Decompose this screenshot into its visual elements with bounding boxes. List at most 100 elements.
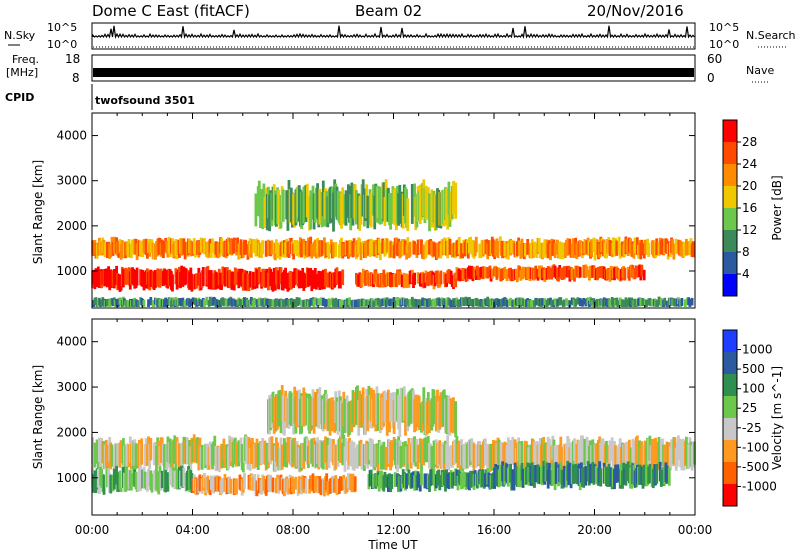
data-cell bbox=[650, 299, 654, 307]
beam-title: Beam 02 bbox=[355, 2, 422, 20]
data-cell bbox=[189, 298, 193, 307]
data-cell bbox=[365, 299, 369, 307]
data-cell bbox=[534, 265, 538, 279]
velocity-data-cells bbox=[91, 385, 696, 497]
data-cell bbox=[510, 240, 514, 254]
colorbar-segment bbox=[723, 274, 737, 296]
data-cell bbox=[271, 299, 275, 307]
data-cell bbox=[640, 264, 644, 277]
data-cell bbox=[484, 438, 487, 466]
data-cell bbox=[393, 392, 397, 423]
data-cell bbox=[313, 475, 317, 493]
data-cell bbox=[548, 462, 551, 485]
power-x-ticks bbox=[91, 113, 696, 308]
data-cell bbox=[281, 189, 285, 222]
data-cell bbox=[159, 268, 163, 286]
data-cell bbox=[228, 269, 231, 289]
data-cell bbox=[335, 299, 339, 307]
data-cell bbox=[693, 441, 696, 465]
data-cell bbox=[147, 469, 150, 487]
y-tick-label: 4000 bbox=[56, 335, 87, 349]
data-cell bbox=[405, 273, 408, 288]
data-cell bbox=[582, 467, 586, 488]
data-cell bbox=[229, 478, 233, 494]
colorbar-tick-label: 1000 bbox=[742, 343, 773, 357]
data-cell bbox=[431, 298, 435, 307]
data-cell bbox=[319, 479, 323, 496]
data-cell bbox=[292, 478, 295, 494]
data-cell bbox=[430, 446, 434, 471]
data-cell bbox=[486, 443, 490, 469]
colorbar-tick-label: 28 bbox=[742, 135, 757, 149]
data-cell bbox=[341, 269, 345, 286]
data-cell bbox=[149, 269, 153, 287]
data-cell bbox=[691, 241, 695, 258]
x-tick-label: 20:00 bbox=[577, 523, 612, 537]
data-cell bbox=[149, 297, 153, 306]
data-cell bbox=[150, 473, 154, 493]
data-cell bbox=[103, 242, 107, 257]
data-cell bbox=[215, 299, 219, 307]
data-cell bbox=[160, 470, 164, 489]
data-cell bbox=[389, 393, 392, 422]
data-cell bbox=[280, 444, 284, 470]
data-cell bbox=[211, 238, 214, 254]
cpid-label: CPID bbox=[5, 91, 34, 104]
data-cell bbox=[203, 299, 206, 307]
y-tick-label: 2000 bbox=[56, 425, 87, 439]
colorbar-tick-label: -500 bbox=[742, 460, 769, 474]
data-cell bbox=[194, 438, 197, 463]
data-cell bbox=[173, 470, 177, 489]
data-cell bbox=[562, 299, 566, 307]
data-cell bbox=[578, 266, 582, 278]
data-cell bbox=[190, 273, 194, 292]
data-cell bbox=[166, 472, 170, 492]
data-cell bbox=[289, 392, 293, 426]
data-cell bbox=[326, 481, 330, 496]
data-cell bbox=[449, 398, 453, 433]
data-cell bbox=[384, 446, 388, 471]
data-cell bbox=[183, 242, 187, 260]
data-cell bbox=[533, 241, 536, 257]
data-cell bbox=[418, 299, 422, 307]
data-cell bbox=[261, 268, 265, 287]
velocity-colorbar bbox=[723, 330, 737, 506]
data-cell bbox=[559, 242, 563, 260]
data-cell bbox=[659, 469, 663, 487]
data-cell bbox=[334, 242, 338, 257]
colorbar-segment bbox=[723, 374, 737, 396]
data-cell bbox=[318, 188, 322, 225]
data-cell bbox=[481, 266, 485, 280]
data-cell bbox=[195, 273, 198, 289]
velocity-colorbar-label: Velocity [m s^-1] bbox=[770, 366, 784, 470]
data-cell bbox=[505, 269, 509, 282]
site-title: Dome C East (fitACF) bbox=[92, 2, 250, 20]
data-cell bbox=[182, 467, 186, 487]
data-cell bbox=[339, 476, 342, 491]
y-tick-label: 1000 bbox=[56, 471, 87, 485]
data-cell bbox=[385, 238, 389, 253]
y-tick-label: 2000 bbox=[56, 219, 87, 233]
data-cell bbox=[230, 271, 234, 290]
power-colorbar-label: Power [dB] bbox=[770, 175, 784, 240]
data-cell bbox=[372, 473, 375, 489]
data-cell bbox=[533, 441, 536, 467]
data-cell bbox=[276, 299, 279, 307]
data-cell bbox=[400, 274, 404, 288]
data-cell bbox=[424, 437, 428, 463]
data-cell bbox=[546, 298, 550, 306]
nave-label: Nave bbox=[746, 64, 774, 77]
nsearch-tick-top: 10^5 bbox=[709, 21, 739, 34]
data-cell bbox=[390, 440, 394, 467]
data-cell bbox=[640, 239, 644, 256]
data-cell bbox=[355, 190, 358, 225]
nsky-trace-line bbox=[92, 25, 695, 39]
y-tick-label: 1000 bbox=[56, 264, 87, 278]
data-cell bbox=[565, 298, 568, 306]
data-cell bbox=[438, 298, 442, 307]
x-tick-label: 16:00 bbox=[477, 523, 512, 537]
data-cell bbox=[297, 297, 301, 305]
nsky-tick-bottom: 10^0 bbox=[47, 38, 77, 51]
data-cell bbox=[353, 476, 357, 492]
data-cell bbox=[616, 464, 620, 483]
